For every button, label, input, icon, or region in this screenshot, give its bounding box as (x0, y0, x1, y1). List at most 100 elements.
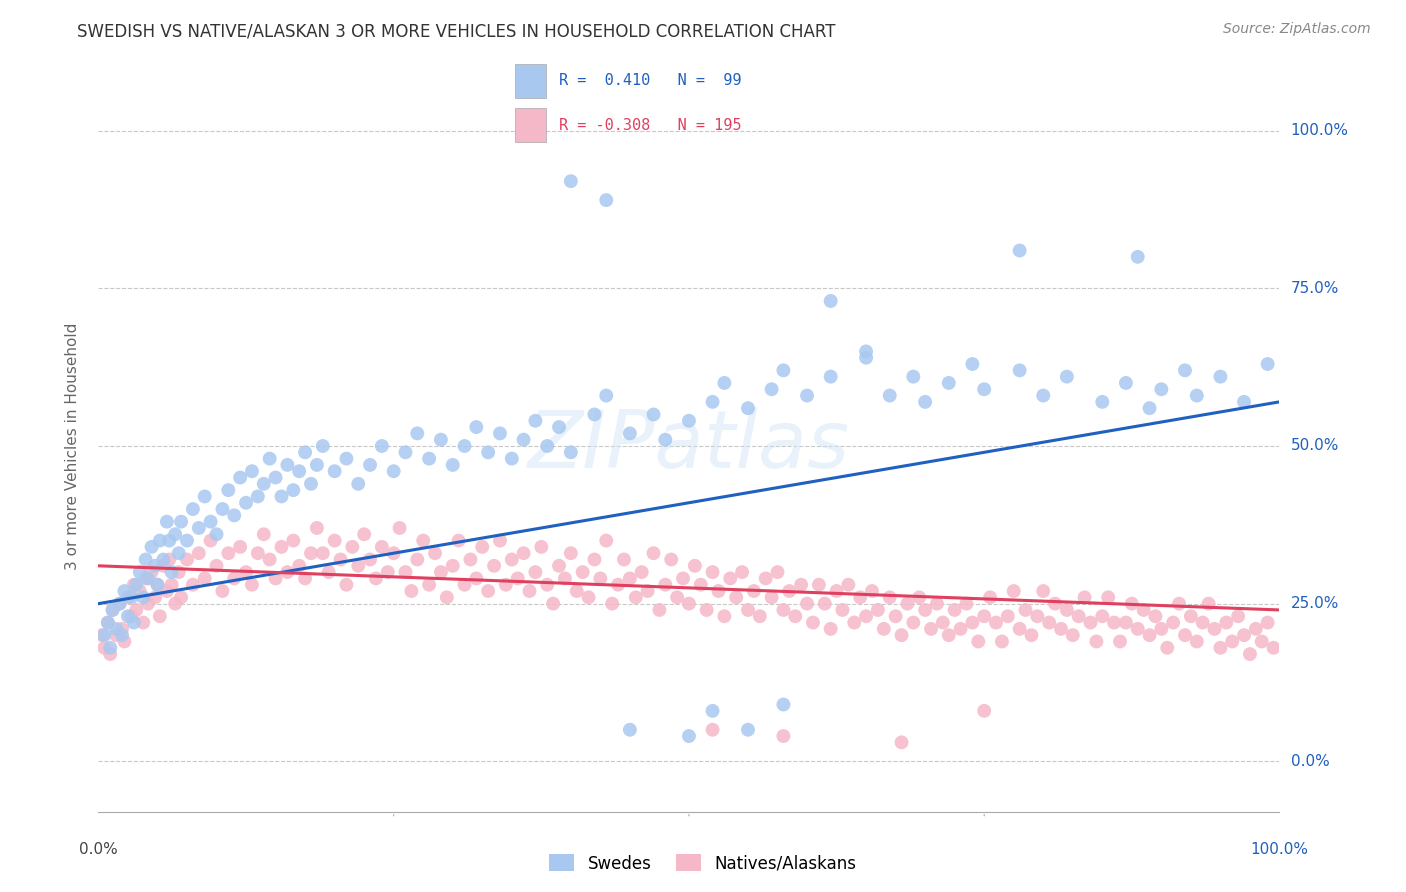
Point (128, 584, 150, 599)
Point (1191, 615, 1213, 630)
Text: 25.0%: 25.0% (1291, 596, 1339, 611)
Point (1244, 622, 1267, 636)
Point (270, 540, 292, 554)
Point (136, 571, 159, 585)
Point (283, 483, 305, 497)
Point (235, 565, 257, 579)
Point (264, 571, 287, 585)
Point (1185, 388, 1208, 402)
Point (98, 640, 121, 655)
Point (1220, 634, 1243, 648)
Point (283, 533, 305, 548)
Point (991, 634, 1014, 648)
Point (619, 723, 641, 737)
Point (938, 376, 960, 390)
Point (335, 578, 357, 592)
Point (742, 584, 765, 599)
Point (152, 552, 174, 566)
Point (860, 584, 883, 599)
Point (903, 615, 925, 630)
Point (825, 584, 848, 599)
Point (643, 546, 665, 560)
Point (132, 615, 155, 630)
Point (108, 597, 131, 611)
Point (217, 546, 239, 560)
Point (170, 515, 193, 529)
Point (141, 565, 163, 579)
Point (619, 426, 641, 441)
Point (554, 571, 576, 585)
Point (264, 470, 287, 484)
Point (619, 571, 641, 585)
Point (156, 515, 179, 529)
Point (973, 609, 995, 624)
Point (519, 584, 541, 599)
Point (329, 552, 352, 566)
Point (820, 293, 842, 308)
Point (299, 476, 322, 491)
Point (394, 565, 416, 579)
Point (785, 609, 807, 624)
Point (595, 533, 617, 548)
Point (489, 426, 512, 441)
Point (253, 476, 276, 491)
Point (1056, 369, 1078, 384)
Point (1121, 597, 1143, 611)
Point (187, 521, 209, 535)
Point (1126, 250, 1149, 264)
Point (259, 552, 281, 566)
Point (122, 578, 145, 592)
Point (643, 408, 665, 422)
Point (447, 533, 470, 548)
Point (152, 558, 174, 573)
Point (235, 496, 257, 510)
Point (1056, 603, 1078, 617)
Point (1139, 628, 1161, 642)
Point (683, 558, 706, 573)
Point (121, 609, 143, 624)
Point (205, 558, 228, 573)
Point (382, 546, 405, 560)
Point (1021, 628, 1043, 642)
Point (128, 565, 150, 579)
Point (224, 571, 246, 585)
Point (364, 571, 387, 585)
Point (108, 597, 131, 611)
Point (1180, 609, 1202, 624)
Point (855, 609, 877, 624)
Point (246, 546, 269, 560)
Point (136, 597, 159, 611)
Point (401, 584, 423, 599)
Point (224, 508, 246, 523)
Point (1204, 622, 1226, 636)
Point (1067, 609, 1090, 624)
Point (157, 533, 180, 548)
Point (790, 578, 813, 592)
Point (855, 344, 877, 359)
Point (530, 540, 553, 554)
Point (1115, 376, 1137, 390)
Point (194, 571, 217, 585)
Point (1032, 584, 1054, 599)
Point (200, 515, 222, 529)
Point (1239, 647, 1261, 661)
Point (1257, 357, 1279, 371)
Point (323, 464, 346, 478)
Point (1168, 597, 1191, 611)
Point (955, 597, 977, 611)
Point (288, 558, 311, 573)
Point (465, 420, 488, 434)
Point (229, 540, 252, 554)
Point (541, 597, 564, 611)
Point (371, 439, 394, 453)
Point (489, 533, 512, 548)
Point (1109, 634, 1132, 648)
Point (312, 439, 335, 453)
Point (506, 571, 529, 585)
Point (312, 546, 335, 560)
Point (165, 597, 187, 611)
Point (359, 552, 381, 566)
Point (583, 408, 606, 422)
Point (276, 458, 298, 472)
Point (914, 395, 936, 409)
